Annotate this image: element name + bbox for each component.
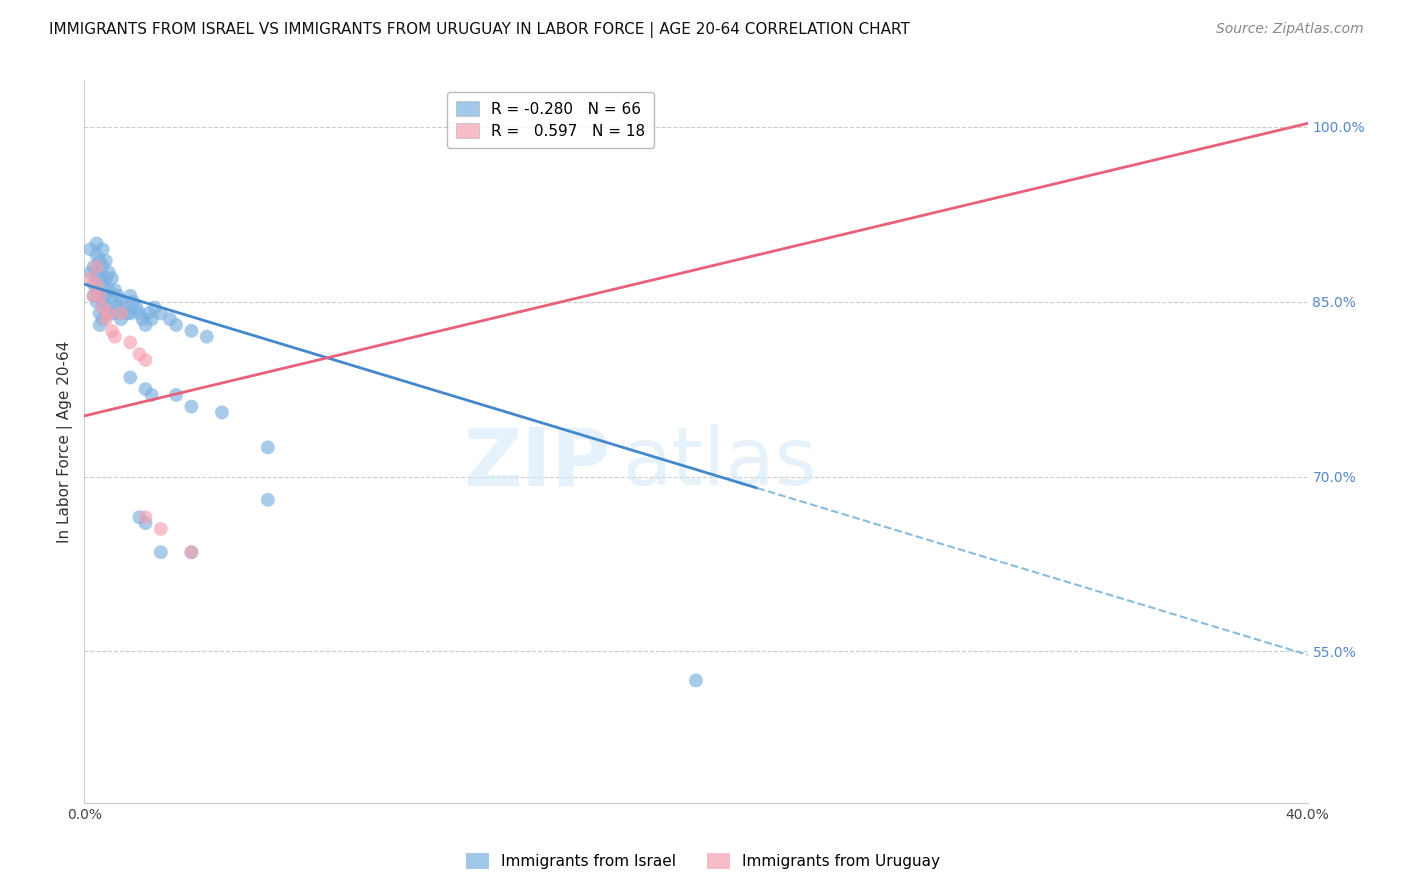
Point	[125, 301, 148, 315]
Point	[138, 306, 160, 320]
Point	[91, 312, 114, 326]
Point	[104, 301, 127, 315]
Point	[89, 289, 111, 303]
Point	[112, 301, 135, 315]
Point	[94, 254, 117, 268]
Point	[97, 283, 120, 297]
Point	[86, 266, 108, 280]
Point	[89, 289, 111, 303]
Legend: Immigrants from Israel, Immigrants from Uruguay: Immigrants from Israel, Immigrants from …	[460, 847, 946, 875]
Point	[685, 673, 707, 688]
Text: ZIP: ZIP	[463, 425, 610, 502]
Point	[107, 306, 129, 320]
Point	[211, 405, 233, 419]
Point	[180, 545, 202, 559]
Point	[79, 271, 101, 285]
Point	[159, 312, 181, 326]
Y-axis label: In Labor Force | Age 20-64: In Labor Force | Age 20-64	[58, 341, 73, 542]
Point	[128, 347, 150, 361]
Point	[149, 306, 172, 320]
Point	[97, 301, 120, 315]
Point	[110, 306, 132, 320]
Point	[257, 441, 280, 455]
Point	[135, 516, 157, 530]
Point	[180, 324, 202, 338]
Point	[97, 306, 120, 320]
Text: atlas: atlas	[623, 425, 817, 502]
Point	[94, 312, 117, 326]
Point	[104, 283, 127, 297]
Point	[83, 289, 105, 303]
Point	[79, 266, 101, 280]
Point	[131, 312, 153, 326]
Point	[86, 277, 108, 292]
Point	[257, 492, 280, 507]
Point	[101, 324, 124, 338]
Point	[120, 370, 142, 384]
Point	[86, 236, 108, 251]
Point	[89, 271, 111, 285]
Point	[120, 335, 142, 350]
Point	[94, 271, 117, 285]
Legend: R = -0.280   N = 66, R =   0.597   N = 18: R = -0.280 N = 66, R = 0.597 N = 18	[447, 92, 654, 148]
Point	[180, 400, 202, 414]
Point	[89, 318, 111, 332]
Point	[180, 545, 202, 559]
Point	[115, 306, 138, 320]
Point	[143, 301, 166, 315]
Point	[135, 382, 157, 396]
Point	[141, 312, 163, 326]
Point	[83, 289, 105, 303]
Text: Source: ZipAtlas.com: Source: ZipAtlas.com	[1216, 22, 1364, 37]
Point	[89, 306, 111, 320]
Point	[128, 510, 150, 524]
Point	[104, 329, 127, 343]
Point	[135, 318, 157, 332]
Point	[83, 277, 105, 292]
Point	[94, 306, 117, 320]
Point	[165, 318, 187, 332]
Point	[91, 294, 114, 309]
Point	[86, 248, 108, 262]
Point	[79, 242, 101, 256]
Point	[195, 329, 218, 343]
Point	[149, 545, 172, 559]
Point	[91, 301, 114, 315]
Text: IMMIGRANTS FROM ISRAEL VS IMMIGRANTS FROM URUGUAY IN LABOR FORCE | AGE 20-64 COR: IMMIGRANTS FROM ISRAEL VS IMMIGRANTS FRO…	[49, 22, 910, 38]
Point	[120, 306, 142, 320]
Point	[101, 271, 124, 285]
Point	[94, 289, 117, 303]
Point	[83, 260, 105, 274]
Point	[135, 353, 157, 368]
Point	[107, 289, 129, 303]
Point	[91, 277, 114, 292]
Point	[86, 260, 108, 274]
Point	[91, 242, 114, 256]
Point	[110, 294, 132, 309]
Point	[97, 266, 120, 280]
Point	[91, 260, 114, 274]
Point	[135, 510, 157, 524]
Point	[89, 254, 111, 268]
Point	[122, 294, 145, 309]
Point	[101, 306, 124, 320]
Point	[141, 388, 163, 402]
Point	[110, 312, 132, 326]
Point	[86, 283, 108, 297]
Point	[120, 289, 142, 303]
Point	[101, 289, 124, 303]
Point	[128, 306, 150, 320]
Point	[86, 294, 108, 309]
Point	[149, 522, 172, 536]
Point	[165, 388, 187, 402]
